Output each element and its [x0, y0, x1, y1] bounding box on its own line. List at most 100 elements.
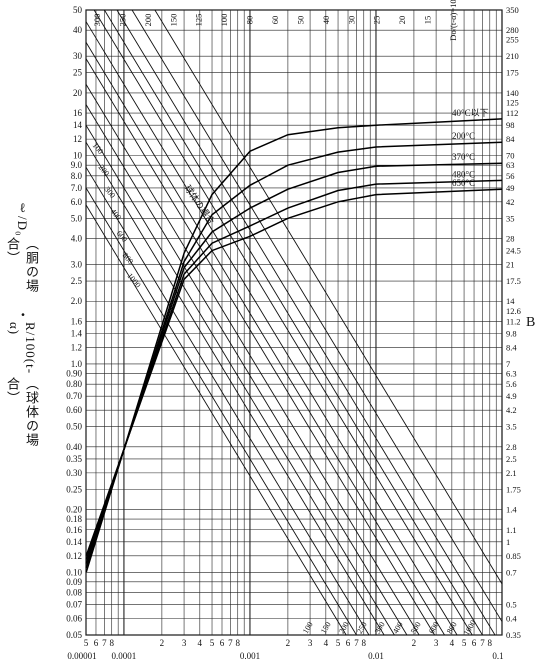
- temperature-curve: [85, 162, 503, 564]
- right-tick-label: 2.8: [506, 442, 517, 452]
- x-minor-tick-label: 8: [362, 638, 367, 648]
- bottom-ratio-label: 400: [391, 620, 405, 635]
- top-ratio-label: 25: [372, 16, 382, 25]
- temperature-curve: [85, 188, 503, 557]
- y-tick-label: 14: [73, 120, 83, 130]
- right-tick-label: 125: [506, 97, 519, 107]
- temperature-curve: [85, 141, 503, 569]
- y-axis-title-line-3: ・: [14, 307, 30, 322]
- bottom-ratio-label: 300: [373, 620, 387, 635]
- right-tick-label: 9.8: [506, 329, 517, 339]
- y-tick-label: 0.06: [66, 614, 82, 624]
- right-tick-label: 1.1: [506, 525, 517, 535]
- y-tick-label: 12: [73, 134, 82, 144]
- ratio-line: [85, 42, 445, 636]
- x-tick-label: 0.001: [240, 651, 260, 661]
- left-ratio-label: 600: [115, 229, 130, 244]
- y-tick-label: 25: [73, 68, 83, 78]
- y-axis-title: ℓ/D₀ （胴の場合） ・ R/100(t-α) （球体の場合）: [2, 200, 42, 460]
- x-minor-tick-label: 7: [102, 638, 107, 648]
- right-tick-label: 3.5: [506, 422, 517, 432]
- x-minor-tick-label: 5: [336, 638, 341, 648]
- ratio-line: [93, 9, 473, 636]
- top-ratio-label: 60: [270, 16, 280, 25]
- right-tick-label: 280: [506, 25, 519, 35]
- x-minor-tick-label: 5: [462, 638, 467, 648]
- y-tick-label: 0.40: [66, 442, 82, 452]
- temperature-curve: [85, 179, 503, 560]
- right-tick-label: 49: [506, 183, 515, 193]
- labels-layer: 5 6 7 8 2 3 4 5 6 7 8 2 3 4 5 6 7 8 2 3 4 5 6 7 80.00001 0.0001 0.…: [66, 0, 521, 661]
- right-tick-label: 28: [506, 234, 515, 244]
- temperature-curve-label: 200°C: [452, 131, 475, 141]
- y-tick-label: 20: [73, 88, 83, 98]
- y-tick-label: 1.2: [71, 342, 82, 352]
- y-tick-label: 3.0: [71, 260, 83, 270]
- top-ratio-label: Do/(t-α)=10: [448, 0, 458, 41]
- temperature-curves-layer: [85, 118, 503, 573]
- right-tick-label: 8.4: [506, 342, 517, 352]
- right-tick-label: 350: [506, 5, 519, 15]
- ratio-line: [85, 84, 420, 636]
- y-axis-title-line-4: R/100(t-α): [7, 321, 38, 374]
- grid-layer: [85, 9, 503, 636]
- right-tick-label: 0.4: [506, 614, 517, 624]
- y-tick-label: 0.80: [66, 379, 82, 389]
- y-tick-label: 9.0: [71, 160, 83, 170]
- top-ratio-label: 20: [397, 16, 407, 25]
- right-tick-label: 255: [506, 35, 519, 45]
- right-tick-label: 210: [506, 51, 519, 61]
- right-tick-label: 21: [506, 260, 515, 270]
- y-tick-label: 10: [73, 151, 83, 161]
- right-tick-label: 12.6: [506, 306, 521, 316]
- ratio-line: [104, 9, 483, 636]
- y-tick-label: 30: [73, 51, 83, 61]
- top-ratio-label: 30: [346, 16, 356, 25]
- top-ratio-label: 100: [219, 14, 229, 27]
- right-tick-label: 24.5: [506, 246, 521, 256]
- y-tick-label: 2.5: [71, 276, 83, 286]
- ratio-line: [85, 166, 370, 636]
- right-tick-label: 7: [506, 359, 510, 369]
- x-minor-tick-label: 6: [94, 638, 99, 648]
- y-tick-label: 0.60: [66, 405, 82, 415]
- top-ratio-label: 250: [117, 14, 127, 27]
- bottom-ratio-label: 250: [355, 620, 369, 635]
- y-tick-label: 1.4: [71, 329, 83, 339]
- bottom-ratio-label: 800: [445, 620, 459, 635]
- x-minor-tick-label: 3: [434, 638, 439, 648]
- x-minor-tick-label: 4: [450, 638, 455, 648]
- top-ratio-label: 200: [143, 14, 153, 27]
- right-tick-label: 35: [506, 213, 515, 223]
- top-ratio-label: 80: [245, 16, 255, 25]
- right-tick-label: 4.2: [506, 405, 517, 415]
- x-minor-tick-label: 3: [182, 638, 187, 648]
- temperature-curve: [85, 118, 503, 573]
- bottom-ratio-label: 600: [427, 620, 441, 635]
- y-tick-label: 0.05: [66, 630, 82, 640]
- y-tick-label: 0.14: [66, 537, 82, 547]
- y-tick-label: 0.70: [66, 391, 82, 401]
- right-tick-label: 17.5: [506, 276, 521, 286]
- y-tick-label: 1.0: [71, 359, 83, 369]
- y-tick-label: 0.25: [66, 484, 82, 494]
- y-tick-label: 0.35: [66, 454, 82, 464]
- right-tick-label: 140: [506, 88, 519, 98]
- y-tick-label: 0.18: [66, 514, 82, 524]
- left-ratio-label: 800: [121, 251, 136, 266]
- ratio-line: [85, 58, 436, 636]
- right-tick-label: 14: [506, 296, 515, 306]
- y-tick-label: 7.0: [71, 183, 83, 193]
- right-tick-label: 11.2: [506, 316, 521, 326]
- y-tick-label: 0.08: [66, 587, 82, 597]
- y-tick-label: 0.09: [66, 577, 82, 587]
- right-tick-label: 1.4: [506, 505, 517, 515]
- y-tick-label: 50: [73, 5, 83, 15]
- x-minor-tick-label: 3: [308, 638, 313, 648]
- y-tick-label: 0.90: [66, 368, 82, 378]
- top-ratio-label: 15: [423, 16, 433, 25]
- x-tick-label: 0.00001: [67, 651, 96, 661]
- ratio-line: [85, 187, 357, 636]
- x-minor-tick-label: 8: [235, 638, 240, 648]
